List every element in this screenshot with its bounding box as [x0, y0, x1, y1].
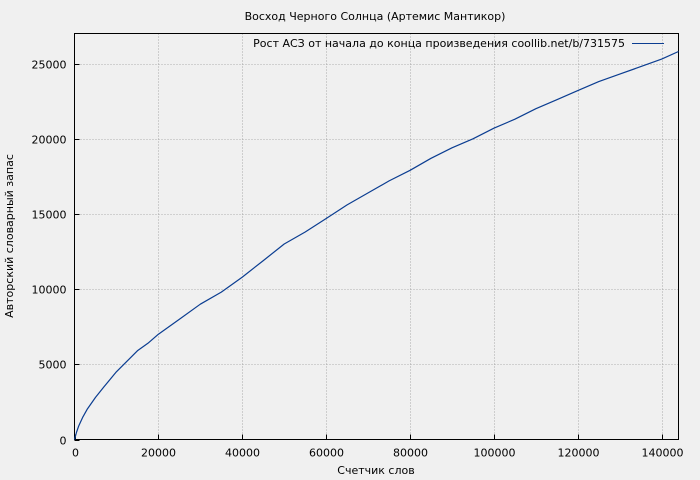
y-tick-label: 15000	[32, 209, 67, 222]
x-tick-label: 100000	[474, 447, 516, 460]
x-tick-label: 120000	[558, 447, 600, 460]
series-layer	[73, 50, 679, 440]
y-axis-label: Авторский словарный запас	[3, 154, 16, 318]
plot-frame	[74, 33, 679, 440]
x-tick-label: 140000	[642, 447, 684, 460]
y-tick-label: 5000	[39, 359, 67, 372]
x-tick-label: 20000	[141, 447, 176, 460]
legend-label: Рост АСЗ от начала до конца произведения…	[253, 37, 625, 50]
y-tick-label: 20000	[32, 134, 67, 147]
y-axis: 0 5000 10000 15000 20000 25000	[32, 59, 80, 448]
x-tick-label: 40000	[225, 447, 260, 460]
y-tick-label: 10000	[32, 284, 67, 297]
x-tick-label: 80000	[393, 447, 428, 460]
legend: Рост АСЗ от начала до конца произведения…	[253, 37, 664, 50]
y-tick-label: 25000	[32, 59, 67, 72]
chart-title: Восход Черного Солнца (Артемис Мантикор)	[245, 10, 506, 23]
series-line	[73, 50, 679, 440]
x-tick-label: 60000	[309, 447, 344, 460]
x-axis-label: Счетчик слов	[337, 464, 414, 477]
x-axis: 0 20000 40000 60000 80000 100000 120000 140000	[72, 434, 684, 460]
grid	[74, 33, 679, 440]
x-tick-label: 0	[72, 447, 79, 460]
y-tick-label: 0	[60, 435, 67, 448]
